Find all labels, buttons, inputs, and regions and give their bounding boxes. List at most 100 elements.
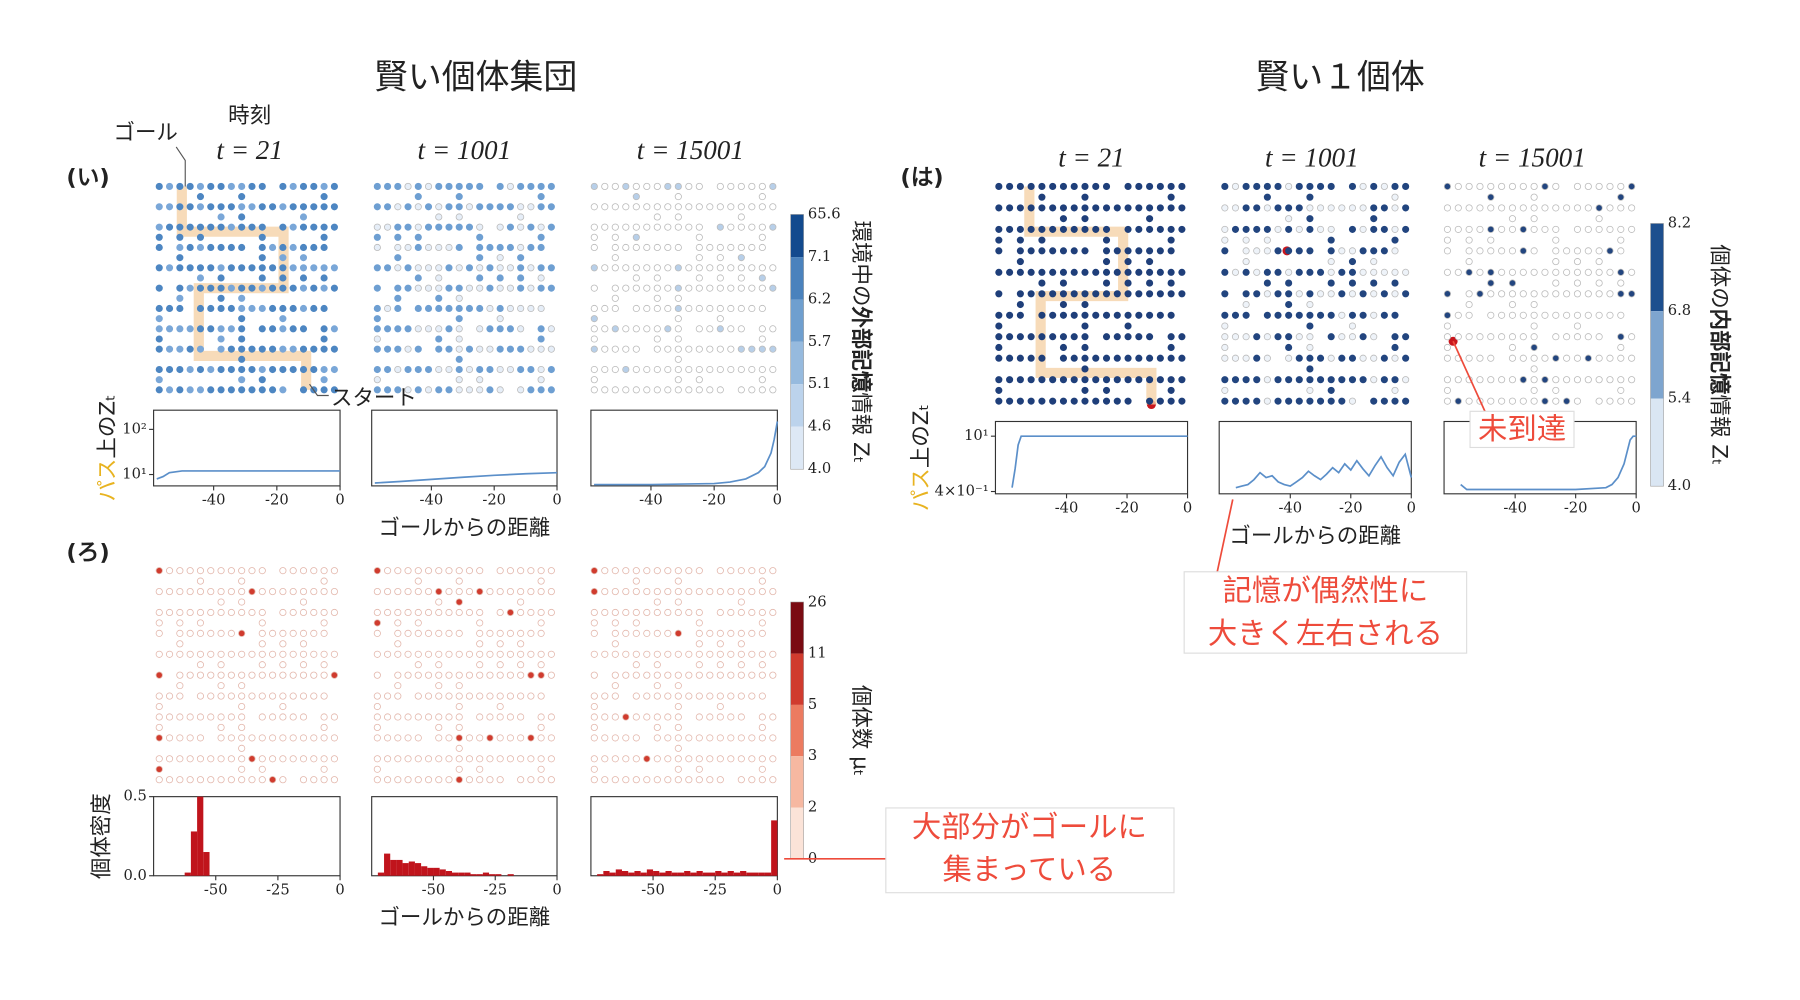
maze-dot [643, 567, 651, 575]
maze-dot [496, 629, 504, 637]
maze-dot [716, 671, 724, 679]
maze-dot [496, 661, 504, 669]
maze-dot [207, 671, 215, 679]
maze-dot [455, 671, 463, 679]
bar [609, 872, 616, 876]
maze-dot [1306, 182, 1314, 191]
maze-dot [706, 692, 714, 700]
maze-dot [238, 386, 246, 394]
colorbar-step [1650, 311, 1664, 399]
maze-dot [238, 294, 246, 302]
maze-dot [289, 243, 297, 252]
maze-dot [1295, 225, 1303, 233]
maze-dot [486, 325, 494, 333]
maze-dot [632, 182, 640, 191]
maze-dot [384, 734, 392, 742]
maze-dot [196, 608, 205, 617]
bar [414, 863, 422, 876]
maze-dot [1508, 354, 1517, 362]
x-tick-label: 0 [1631, 500, 1640, 517]
maze-dot [455, 304, 463, 313]
maze-dot [196, 325, 205, 333]
maze-dot [674, 365, 682, 374]
maze-dot [517, 243, 525, 252]
maze-dot [176, 692, 184, 700]
maze-dot [186, 650, 194, 658]
maze-dot [547, 203, 555, 211]
bar [451, 872, 459, 876]
maze-dot [1070, 204, 1078, 212]
maze-dot [476, 264, 484, 272]
maze-dot [1476, 182, 1484, 191]
maze-dot [373, 284, 381, 292]
maze-dot [653, 671, 661, 679]
colorbar-label: 8.2 [1668, 215, 1691, 232]
maze-dot [248, 671, 256, 679]
maze-dot [155, 776, 163, 784]
maze-dot [320, 577, 328, 585]
maze-dot [1092, 376, 1100, 384]
maze-dot [537, 335, 545, 343]
maze-dot [299, 661, 308, 669]
maze-dot [248, 264, 256, 272]
colorbar-title-part: 外部記憶 [848, 306, 874, 392]
maze-dot [1306, 215, 1314, 223]
maze-dot [1156, 290, 1164, 298]
maze-dot [506, 650, 514, 658]
maze-dot [758, 304, 766, 313]
maze-dot [1465, 333, 1473, 341]
maze-dot [1102, 204, 1111, 212]
maze-dot [1487, 376, 1495, 384]
maze-dot [238, 734, 246, 742]
maze-dot [279, 315, 287, 323]
maze-dot [404, 223, 412, 231]
maze-dot [496, 587, 504, 596]
maze-dot [1391, 247, 1399, 255]
maze-dot [1306, 204, 1314, 212]
maze-dot [1530, 386, 1538, 394]
maze-dot [685, 223, 693, 231]
maze-dot [737, 640, 745, 648]
maze-dot [590, 284, 598, 292]
maze-dot [207, 325, 215, 333]
maze-dot [310, 734, 318, 742]
panel-label: (ろ) [66, 540, 109, 566]
maze-dot [1327, 290, 1335, 298]
maze-dot [217, 661, 225, 669]
maze-dot [601, 325, 609, 333]
maze-dot [601, 264, 609, 272]
maze-dot [716, 629, 724, 637]
maze-dot [737, 284, 745, 292]
maze-dot [445, 264, 453, 272]
maze-dot [1617, 386, 1625, 394]
maze-dot [527, 650, 535, 658]
maze-dot [1530, 193, 1538, 201]
maze-dot [435, 264, 443, 272]
maze-dot [1628, 225, 1636, 233]
maze-dot [1552, 290, 1560, 298]
maze-dot [995, 268, 1003, 276]
maze-dot [279, 254, 287, 262]
colorbar-label: 4.6 [808, 418, 831, 435]
maze-dot [674, 671, 682, 679]
maze-dot [527, 734, 535, 742]
maze-dot [727, 650, 735, 658]
maze-dot [1519, 268, 1527, 276]
maze-dot [414, 577, 422, 585]
maze-dot [748, 650, 756, 658]
maze-dot [653, 755, 661, 763]
maze-dot [537, 608, 545, 617]
plot-frame [1218, 420, 1412, 495]
maze-dot [269, 345, 277, 353]
maze-dot [517, 386, 525, 394]
maze-dot [486, 671, 494, 679]
maze-dot [279, 182, 287, 191]
maze-dot [537, 386, 545, 394]
maze-dot [373, 629, 381, 637]
maze-dot [643, 650, 651, 658]
maze-dot [217, 629, 225, 637]
colorbar-step [790, 299, 804, 342]
x-tick-label: -40 [639, 492, 663, 509]
maze-dot [1167, 204, 1175, 212]
maze-dot [1391, 311, 1399, 319]
